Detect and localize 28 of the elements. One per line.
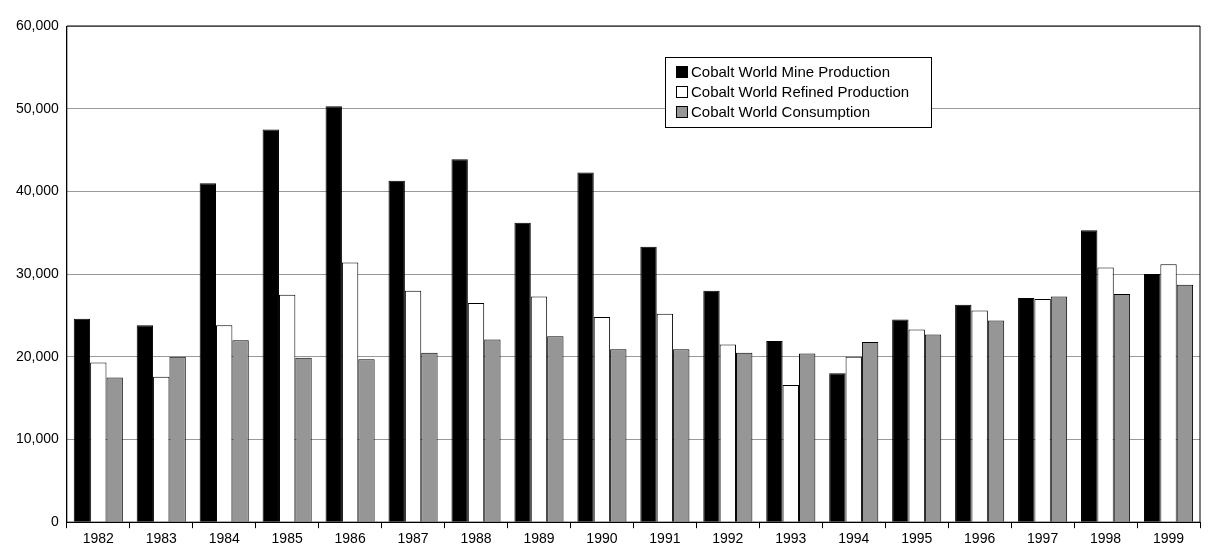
x-tick-label: 1992 bbox=[712, 530, 744, 547]
y-tick-label: 40,000 bbox=[15, 182, 60, 199]
x-tick-label: 1982 bbox=[82, 530, 115, 547]
x-tick-label: 1998 bbox=[1089, 530, 1122, 547]
x-tick-label: 1986 bbox=[334, 530, 366, 547]
x-tick-label: 1984 bbox=[208, 530, 240, 547]
y-tick-label: 10,000 bbox=[15, 430, 60, 447]
y-tick-label: 30,000 bbox=[15, 264, 60, 281]
x-tick-label: 1989 bbox=[523, 530, 555, 547]
x-tick-label: 1997 bbox=[1027, 530, 1059, 547]
x-tick-label: 1995 bbox=[901, 530, 933, 547]
y-tick-label: 60,000 bbox=[15, 16, 60, 33]
y-tick-label: 0 bbox=[51, 513, 60, 530]
x-tick-label: 1985 bbox=[271, 530, 303, 547]
legend-label: Cobalt World Mine Production bbox=[691, 62, 890, 82]
y-tick-label: 50,000 bbox=[15, 99, 60, 116]
x-tick-label: 1994 bbox=[838, 530, 870, 547]
legend-label: Cobalt World Consumption bbox=[691, 102, 870, 122]
x-tick-label: 1993 bbox=[775, 530, 807, 547]
x-tick-label: 1996 bbox=[964, 530, 996, 547]
x-tick-label: 1987 bbox=[397, 530, 429, 547]
legend-label: Cobalt World Refined Production bbox=[691, 82, 910, 102]
x-tick-label: 1991 bbox=[649, 530, 681, 547]
y-tick-label: 20,000 bbox=[15, 347, 60, 364]
x-tick-label: 1990 bbox=[586, 530, 618, 547]
x-tick-label: 1988 bbox=[460, 530, 492, 547]
x-tick-label: 1983 bbox=[145, 530, 178, 547]
x-tick-label: 1999 bbox=[1152, 530, 1185, 547]
